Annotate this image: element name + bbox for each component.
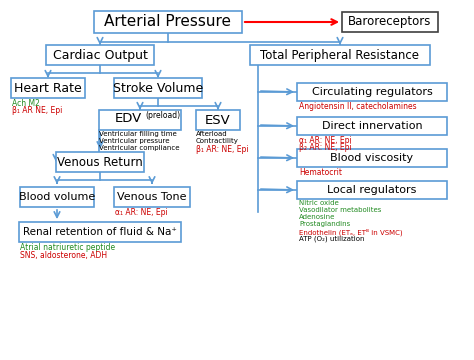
Text: Angiotensin II, catecholamines: Angiotensin II, catecholamines	[299, 102, 417, 111]
Text: Total Peripheral Resistance: Total Peripheral Resistance	[261, 49, 419, 62]
Text: ESV: ESV	[205, 113, 231, 126]
Text: Prostaglandins: Prostaglandins	[299, 221, 350, 227]
FancyBboxPatch shape	[19, 222, 181, 242]
Text: β₁ AR NE, Epi: β₁ AR NE, Epi	[12, 106, 63, 115]
Text: α₁ AR: NE, Epi: α₁ AR: NE, Epi	[299, 136, 352, 145]
Text: Arterial Pressure: Arterial Pressure	[104, 14, 231, 30]
FancyBboxPatch shape	[99, 110, 181, 130]
Text: Nitric oxide: Nitric oxide	[299, 200, 339, 206]
Text: β₁ AR: NE, Epi: β₁ AR: NE, Epi	[196, 145, 249, 154]
Text: Ach M2: Ach M2	[12, 99, 40, 108]
Text: β₂ AR: NE, Epi: β₂ AR: NE, Epi	[299, 143, 352, 152]
FancyBboxPatch shape	[46, 45, 154, 65]
Text: ATP (O₂) utilization: ATP (O₂) utilization	[299, 235, 365, 242]
Text: Contractility: Contractility	[196, 138, 239, 144]
FancyBboxPatch shape	[11, 78, 85, 98]
Text: Adenosine: Adenosine	[299, 214, 336, 220]
Text: EDV: EDV	[114, 112, 142, 125]
Text: Hematocrit: Hematocrit	[299, 168, 342, 177]
FancyBboxPatch shape	[20, 187, 94, 207]
Text: Renal retention of fluid & Na⁺: Renal retention of fluid & Na⁺	[23, 227, 177, 237]
Text: Ventricular pressure: Ventricular pressure	[99, 138, 170, 144]
FancyBboxPatch shape	[342, 12, 438, 32]
FancyBboxPatch shape	[297, 181, 447, 199]
Text: Stroke Volume: Stroke Volume	[113, 81, 203, 94]
Text: Blood volume: Blood volume	[19, 192, 95, 202]
Text: Circulating regulators: Circulating regulators	[311, 87, 432, 97]
Text: SNS, aldosterone, ADH: SNS, aldosterone, ADH	[20, 251, 107, 260]
FancyBboxPatch shape	[297, 83, 447, 101]
FancyBboxPatch shape	[114, 187, 190, 207]
Text: Venous Tone: Venous Tone	[117, 192, 187, 202]
Text: Ventricular filling time: Ventricular filling time	[99, 131, 177, 137]
Text: Atrial natriuretic peptide: Atrial natriuretic peptide	[20, 243, 115, 252]
FancyBboxPatch shape	[94, 11, 242, 33]
Text: α₁ AR: NE, Epi: α₁ AR: NE, Epi	[115, 208, 168, 217]
FancyBboxPatch shape	[250, 45, 430, 65]
Text: Endothelin (ETₐ, ETᴮ in VSMC): Endothelin (ETₐ, ETᴮ in VSMC)	[299, 228, 402, 235]
Text: (preload): (preload)	[145, 112, 180, 121]
FancyBboxPatch shape	[196, 110, 240, 130]
Text: Ventricular compliance: Ventricular compliance	[99, 145, 180, 151]
Text: Blood viscosity: Blood viscosity	[330, 153, 413, 163]
FancyBboxPatch shape	[297, 149, 447, 167]
Text: Local regulators: Local regulators	[328, 185, 417, 195]
Text: Vasodilator metabolites: Vasodilator metabolites	[299, 207, 382, 213]
Text: Cardiac Output: Cardiac Output	[53, 49, 147, 62]
Text: Heart Rate: Heart Rate	[14, 81, 82, 94]
FancyBboxPatch shape	[297, 117, 447, 135]
FancyBboxPatch shape	[114, 78, 202, 98]
Text: Direct innervation: Direct innervation	[322, 121, 422, 131]
Text: Afterload: Afterload	[196, 131, 228, 137]
FancyBboxPatch shape	[56, 152, 144, 172]
Text: Venous Return: Venous Return	[57, 156, 143, 168]
Text: Baroreceptors: Baroreceptors	[348, 15, 432, 28]
